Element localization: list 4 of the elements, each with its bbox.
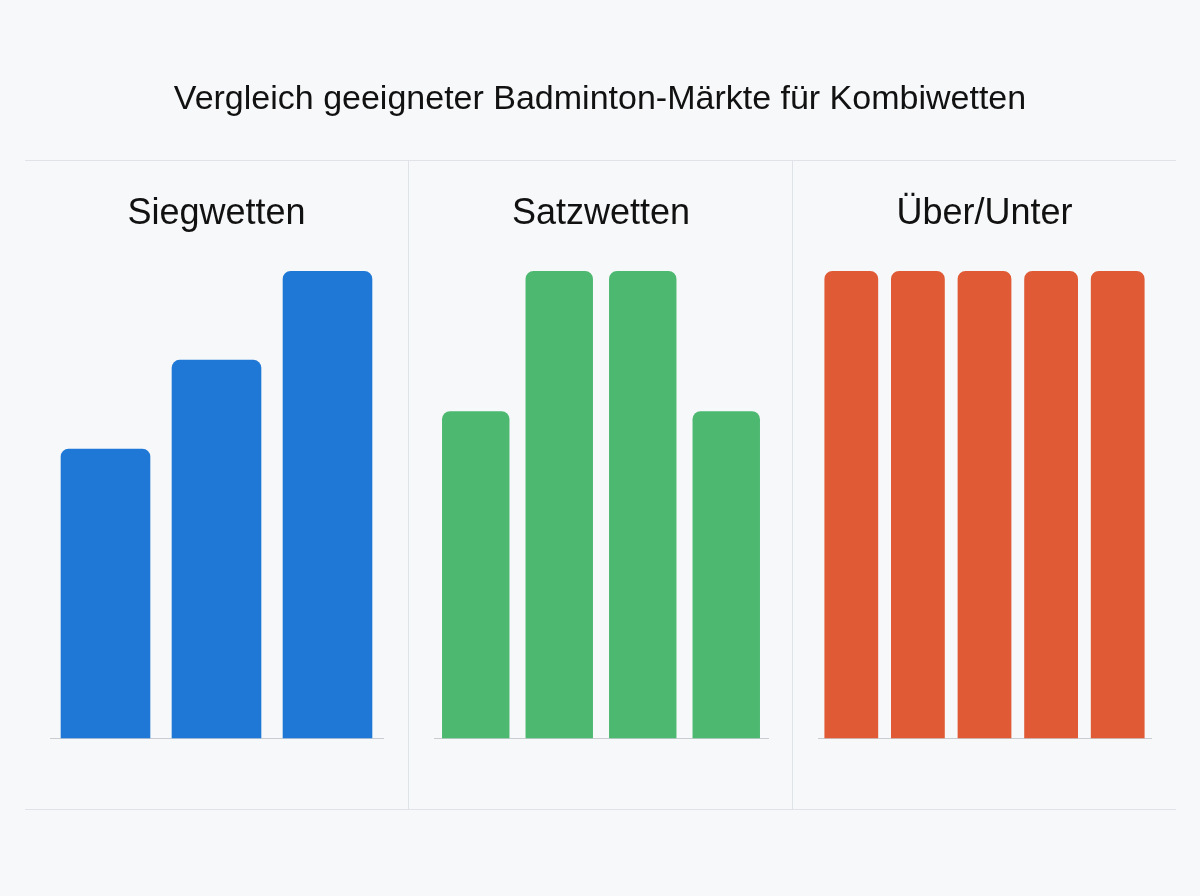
chart-subtitle: Siegwetten bbox=[126, 191, 307, 233]
text: Vergleich geeigneter Badminton-Märkte für Kombiwetten bbox=[172, 78, 1028, 117]
chart-subtitle: Satzwetten bbox=[510, 191, 692, 233]
chart-subtitle: Über/Unter bbox=[895, 191, 1074, 233]
